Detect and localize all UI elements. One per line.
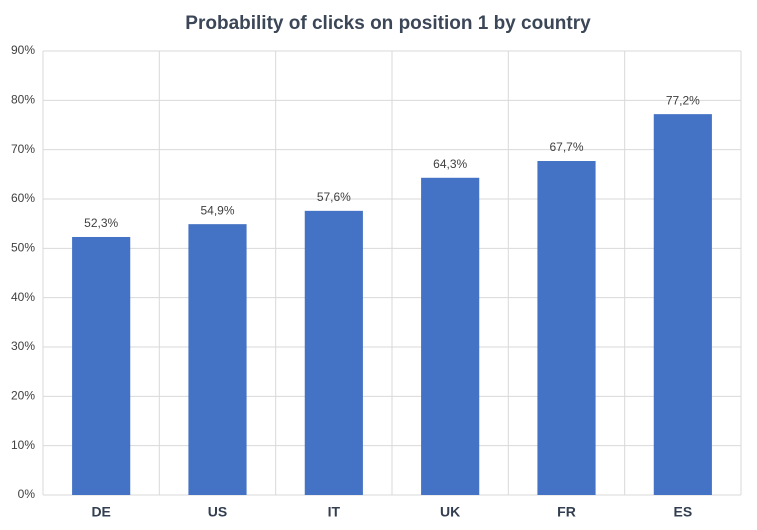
x-tick-label: US (208, 504, 227, 520)
x-tick-label: UK (440, 504, 460, 520)
y-tick-label: 30% (11, 339, 35, 353)
chart-title: Probability of clicks on position 1 by c… (185, 13, 591, 34)
y-tick-label: 10% (11, 438, 35, 452)
x-tick-label: ES (673, 504, 692, 520)
y-tick-label: 70% (11, 142, 35, 156)
y-tick-label: 20% (11, 389, 35, 403)
bar (537, 161, 596, 495)
y-tick-label: 50% (11, 241, 35, 255)
x-tick-label: DE (91, 504, 110, 520)
value-label: 67,7% (549, 140, 583, 154)
value-label: 64,3% (433, 157, 467, 171)
y-tick-label: 40% (11, 290, 35, 304)
bar (304, 210, 363, 495)
y-tick-label: 80% (11, 93, 35, 107)
value-label: 54,9% (200, 203, 234, 217)
bar (421, 177, 480, 495)
bar (72, 236, 131, 495)
y-tick-label: 60% (11, 191, 35, 205)
x-tick-label: IT (328, 504, 341, 520)
value-label: 57,6% (317, 190, 351, 204)
x-tick-label: FR (557, 504, 576, 520)
bar (653, 114, 712, 495)
y-tick-label: 0% (18, 487, 36, 501)
bar (188, 224, 247, 495)
y-tick-label: 90% (11, 43, 35, 57)
value-label: 77,2% (666, 93, 700, 107)
value-label: 52,3% (84, 216, 118, 230)
